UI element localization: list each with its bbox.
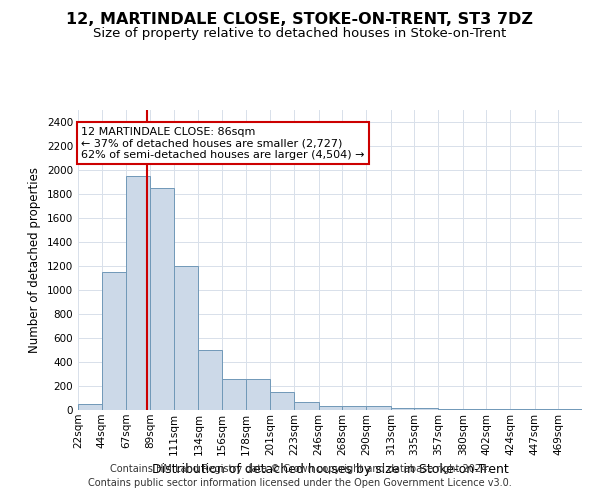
Bar [487, 409, 510, 410]
Bar [222, 379, 245, 410]
Bar [173, 266, 199, 410]
Bar [415, 408, 438, 410]
Text: 12 MARTINDALE CLOSE: 86sqm
← 37% of detached houses are smaller (2,727)
62% of s: 12 MARTINDALE CLOSE: 86sqm ← 37% of deta… [81, 127, 365, 160]
Bar [319, 406, 343, 410]
Bar [294, 402, 319, 410]
Text: Size of property relative to detached houses in Stoke-on-Trent: Size of property relative to detached ho… [94, 28, 506, 40]
Bar [127, 176, 150, 410]
Bar [150, 188, 173, 410]
Bar [199, 350, 222, 410]
Bar [463, 409, 487, 410]
Text: Contains HM Land Registry data © Crown copyright and database right 2024.
Contai: Contains HM Land Registry data © Crown c… [88, 464, 512, 487]
Y-axis label: Number of detached properties: Number of detached properties [28, 167, 41, 353]
Bar [245, 379, 271, 410]
Bar [391, 408, 415, 410]
Bar [78, 404, 101, 410]
Bar [271, 392, 294, 410]
Bar [366, 406, 391, 410]
Text: 12, MARTINDALE CLOSE, STOKE-ON-TRENT, ST3 7DZ: 12, MARTINDALE CLOSE, STOKE-ON-TRENT, ST… [67, 12, 533, 28]
Bar [101, 272, 127, 410]
Bar [343, 406, 366, 410]
X-axis label: Distribution of detached houses by size in Stoke-on-Trent: Distribution of detached houses by size … [152, 463, 508, 476]
